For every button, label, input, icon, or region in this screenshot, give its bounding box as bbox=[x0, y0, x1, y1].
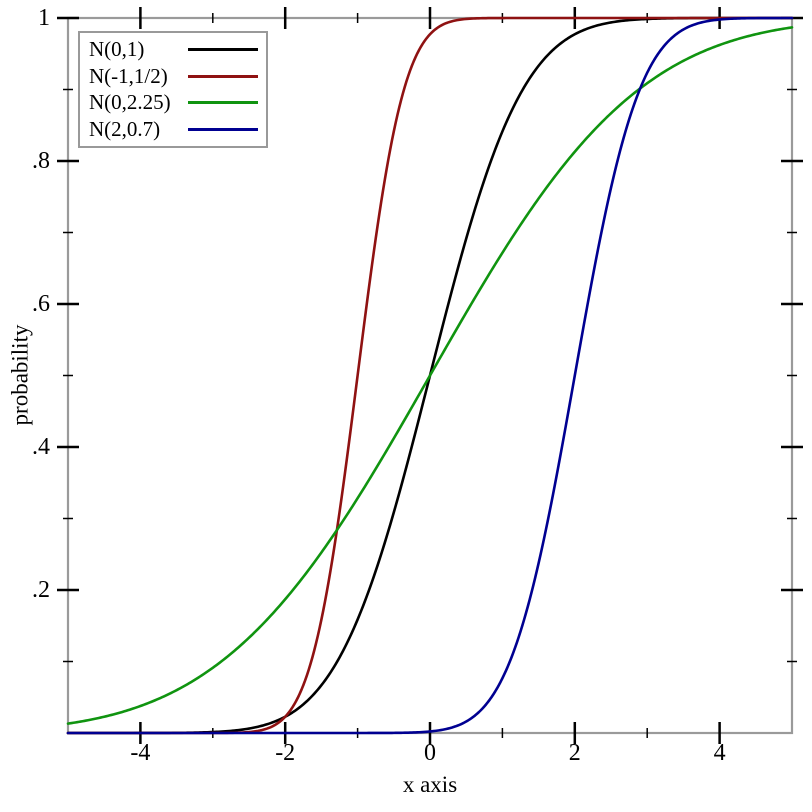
legend-label: N(2,0.7) bbox=[89, 117, 161, 142]
legend-item: N(2,0.7) bbox=[89, 119, 258, 140]
y-tick-label: .2 bbox=[32, 577, 50, 603]
x-tick-label: 2 bbox=[568, 740, 581, 766]
legend-line-sample bbox=[188, 74, 258, 78]
y-tick-label: .8 bbox=[32, 148, 50, 174]
legend-item: N(0,2.25) bbox=[89, 92, 258, 113]
y-tick-label: .4 bbox=[32, 434, 50, 460]
y-axis-title: probability bbox=[7, 324, 33, 426]
legend-line-sample bbox=[188, 47, 258, 51]
y-tick-label: .6 bbox=[32, 291, 50, 317]
x-tick-label: 0 bbox=[424, 740, 436, 766]
legend-label: N(-1,1/2) bbox=[89, 63, 168, 88]
curve-N(0,2.25) bbox=[66, 26, 794, 725]
y-tick-label: 1 bbox=[38, 5, 50, 31]
legend-label: N(0,2.25) bbox=[89, 90, 171, 115]
legend-item: N(-1,1/2) bbox=[89, 63, 258, 88]
legend-item: N(0,1) bbox=[89, 36, 258, 61]
curve-N(2,0.7) bbox=[66, 16, 794, 735]
x-tick-label: -2 bbox=[275, 740, 296, 766]
x-axis-title: x axis bbox=[402, 772, 458, 797]
legend: N(0,1) N(-1,1/2) N(0,2.25) N(2,0.7) bbox=[78, 31, 268, 148]
x-tick-label: -4 bbox=[130, 740, 151, 766]
x-tick-label: 4 bbox=[713, 740, 726, 766]
legend-line-sample bbox=[188, 101, 258, 105]
legend-label: N(0,1) bbox=[89, 36, 145, 61]
legend-line-sample bbox=[188, 128, 258, 132]
